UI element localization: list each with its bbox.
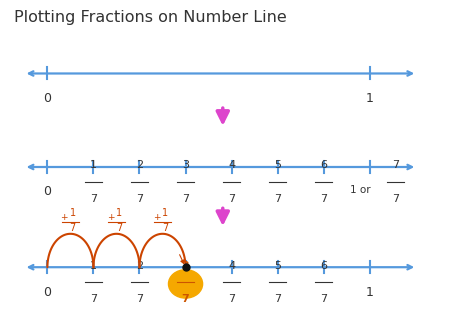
Text: 7: 7 <box>182 294 190 304</box>
Text: 1: 1 <box>90 261 97 271</box>
Text: 7: 7 <box>90 294 97 304</box>
Text: 7: 7 <box>182 194 189 204</box>
Text: Plotting Fractions on Number Line: Plotting Fractions on Number Line <box>14 10 287 25</box>
Text: 1: 1 <box>116 208 122 218</box>
Text: 7: 7 <box>136 294 143 304</box>
Text: 7: 7 <box>70 223 76 233</box>
Text: 1: 1 <box>366 286 374 299</box>
Text: +: + <box>153 213 160 222</box>
Text: 3: 3 <box>182 160 189 170</box>
Text: 7: 7 <box>320 294 327 304</box>
Text: 1: 1 <box>70 208 76 218</box>
Text: +: + <box>61 213 68 222</box>
Text: 7: 7 <box>90 194 97 204</box>
Text: 5: 5 <box>274 160 281 170</box>
Text: 4: 4 <box>228 261 235 271</box>
Text: 7: 7 <box>320 194 327 204</box>
Text: 1: 1 <box>90 160 97 170</box>
Text: +: + <box>107 213 114 222</box>
Text: 1: 1 <box>366 92 374 105</box>
Text: 7: 7 <box>274 194 281 204</box>
Text: 0: 0 <box>44 92 51 105</box>
Text: 0: 0 <box>44 185 51 198</box>
Text: 7: 7 <box>136 194 143 204</box>
Text: 1: 1 <box>162 208 168 218</box>
Text: 7: 7 <box>274 294 281 304</box>
Text: 7: 7 <box>228 294 235 304</box>
Text: 2: 2 <box>136 261 143 271</box>
Text: 7: 7 <box>392 160 400 170</box>
Text: 7: 7 <box>228 194 235 204</box>
Text: 5: 5 <box>274 261 281 271</box>
Text: 7: 7 <box>162 223 168 233</box>
Text: 1 or: 1 or <box>350 185 371 195</box>
Text: 7: 7 <box>116 223 122 233</box>
Text: 7: 7 <box>392 194 400 204</box>
Text: 2: 2 <box>136 160 143 170</box>
Text: 0: 0 <box>44 286 51 299</box>
Text: 6: 6 <box>320 261 327 271</box>
Text: 4: 4 <box>228 160 235 170</box>
Text: 3: 3 <box>182 261 189 271</box>
Text: 6: 6 <box>320 160 327 170</box>
Ellipse shape <box>168 270 202 298</box>
